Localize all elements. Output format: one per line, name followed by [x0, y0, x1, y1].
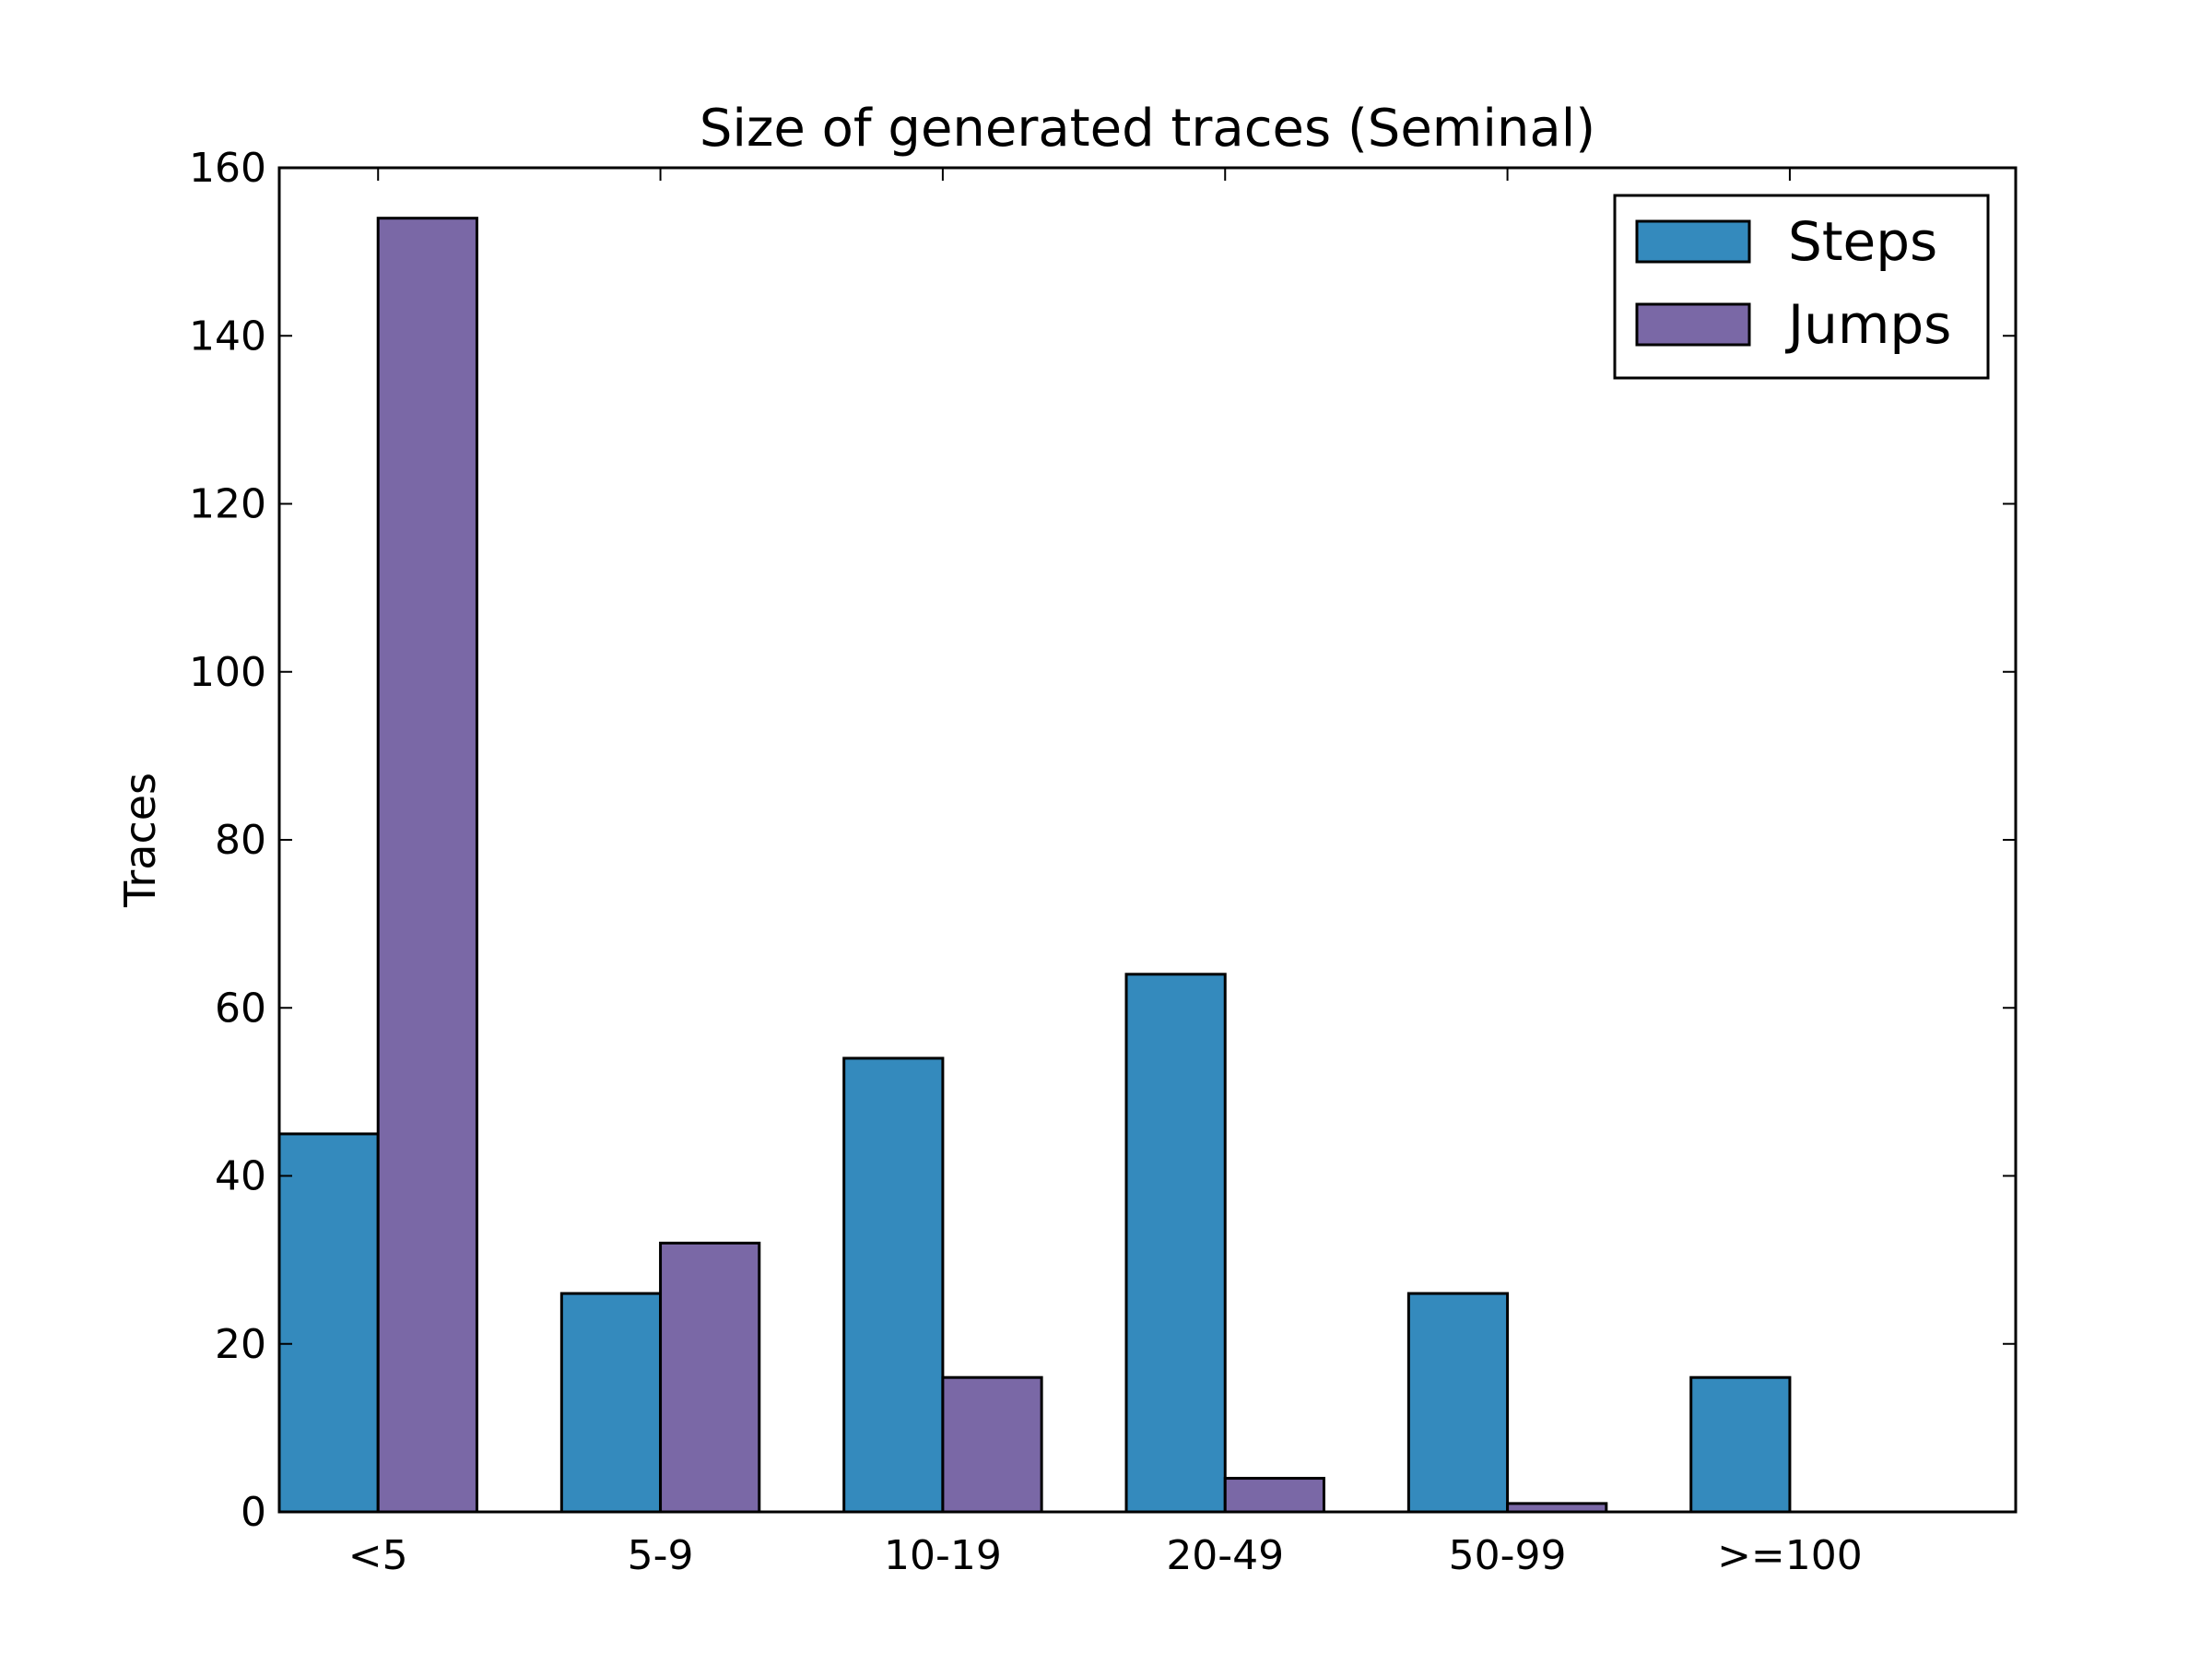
legend-label-jumps: Jumps	[1785, 293, 1951, 356]
y-tick-label-3: 60	[215, 985, 266, 1032]
ticks-layer: 0 20 40 60 80 100 120 140 160 <5 5-9 10-19 20-49 50-9…	[189, 145, 2016, 1579]
legend: Steps Jumps	[1613, 194, 1990, 380]
x-tick-label-1: 5-9	[628, 1532, 694, 1579]
x-tick-label-2: 10-19	[884, 1532, 1002, 1579]
bar-jumps-1	[659, 1241, 761, 1514]
y-tick-label-1: 20	[215, 1321, 266, 1368]
bar-jumps-0	[376, 217, 478, 1514]
bars-layer	[277, 217, 1792, 1514]
legend-label-steps: Steps	[1788, 210, 1937, 273]
y-tick-label-2: 40	[215, 1153, 266, 1200]
bar-steps-2	[842, 1056, 945, 1514]
x-tick-label-0: <5	[348, 1532, 408, 1579]
chart-title: Size of generated traces (Seminal)	[700, 99, 1595, 159]
x-tick-label-4: 50-99	[1449, 1532, 1567, 1579]
x-tick-label-5: >=100	[1717, 1532, 1863, 1579]
y-tick-label-6: 120	[189, 481, 266, 528]
legend-swatch-jumps	[1635, 302, 1751, 347]
y-tick-label-5: 100	[189, 649, 266, 696]
bar-steps-0	[277, 1132, 380, 1514]
y-tick-label-0: 0	[241, 1489, 266, 1536]
legend-swatch-steps	[1635, 219, 1751, 264]
y-tick-label-4: 80	[215, 817, 266, 864]
y-axis-label: Traces	[115, 773, 165, 908]
bar-steps-1	[559, 1292, 663, 1514]
bar-steps-4	[1406, 1292, 1510, 1514]
bar-steps-3	[1124, 973, 1227, 1514]
bar-jumps-3	[1223, 1477, 1325, 1514]
bar-steps-5	[1689, 1375, 1792, 1514]
x-tick-label-3: 20-49	[1166, 1532, 1284, 1579]
y-tick-label-8: 160	[189, 145, 266, 192]
bar-jumps-2	[941, 1375, 1043, 1514]
y-tick-label-7: 140	[189, 313, 266, 360]
